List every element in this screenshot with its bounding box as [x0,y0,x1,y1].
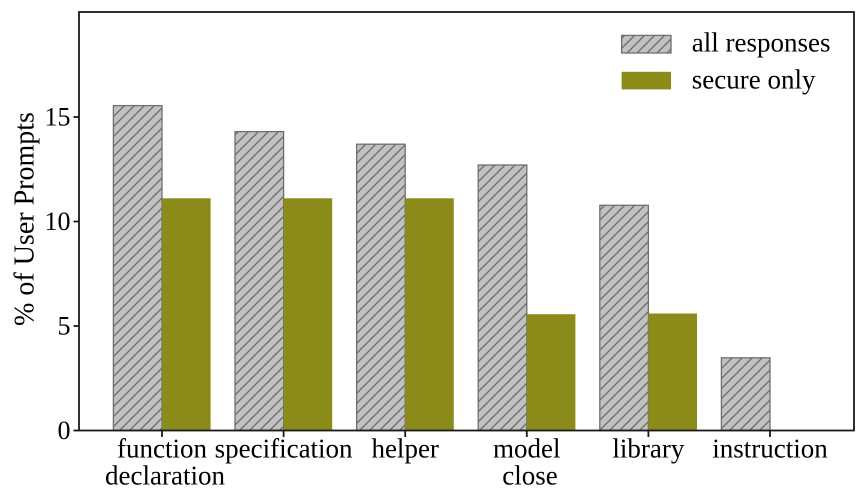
svg-text:all responses: all responses [692,28,831,58]
svg-text:% of User Prompts: % of User Prompts [10,112,41,326]
svg-text:secure only: secure only [692,64,816,94]
svg-text:function: function [117,434,207,464]
svg-text:15: 15 [45,103,71,132]
svg-text:specification: specification [215,434,353,464]
svg-text:declaration: declaration [105,461,225,491]
svg-text:instruction: instruction [712,434,828,464]
svg-text:close: close [502,461,557,491]
svg-text:model: model [493,434,561,464]
svg-text:helper: helper [371,434,438,464]
svg-text:library: library [612,434,684,464]
svg-text:5: 5 [58,312,71,341]
svg-text:0: 0 [58,416,71,445]
svg-text:10: 10 [45,207,71,236]
